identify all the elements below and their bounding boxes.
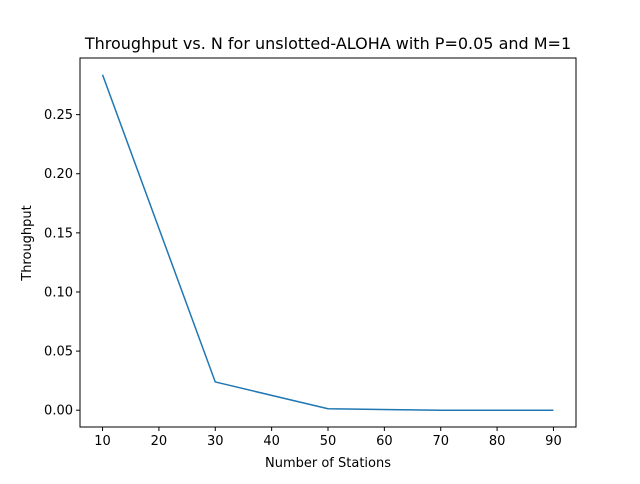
x-tick-label: 30 bbox=[207, 434, 224, 449]
x-tick-label: 80 bbox=[489, 434, 506, 449]
y-tick-label: 0.10 bbox=[44, 285, 73, 300]
x-tick-label: 50 bbox=[320, 434, 337, 449]
y-tick-label: 0.20 bbox=[44, 167, 73, 182]
plot-area-frame bbox=[79, 57, 577, 428]
y-tick-label: 0.15 bbox=[44, 226, 73, 241]
x-tick-label: 10 bbox=[94, 434, 111, 449]
chart-title: Throughput vs. N for unslotted-ALOHA wit… bbox=[84, 34, 571, 53]
x-tick-label: 40 bbox=[263, 434, 280, 449]
x-tick-label: 90 bbox=[545, 434, 562, 449]
y-tick-label: 0.25 bbox=[44, 108, 73, 123]
series-layer bbox=[101, 74, 554, 411]
y-tick-label: 0.05 bbox=[44, 345, 73, 360]
x-axis-label: Number of Stations bbox=[265, 456, 391, 471]
x-tick-label: 70 bbox=[432, 434, 449, 449]
y-axis-label: Throughput bbox=[20, 205, 35, 282]
y-axis: 0.00 0.05 0.10 0.15 0.20 0.25 bbox=[44, 108, 80, 419]
x-tick-label: 60 bbox=[376, 434, 393, 449]
x-axis: 10 20 30 40 50 60 70 80 90 bbox=[94, 427, 562, 449]
y-tick-label: 0.00 bbox=[44, 404, 73, 419]
series-line bbox=[101, 74, 554, 411]
x-tick-label: 20 bbox=[151, 434, 168, 449]
